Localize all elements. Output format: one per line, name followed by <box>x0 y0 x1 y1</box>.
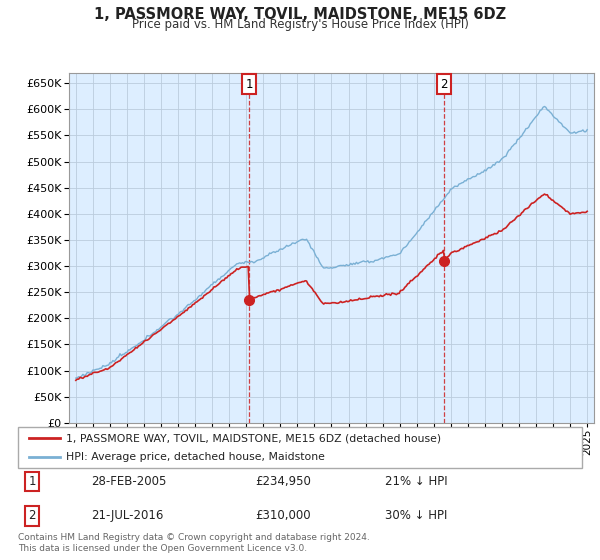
Text: 2: 2 <box>440 78 448 91</box>
Text: 28-FEB-2005: 28-FEB-2005 <box>91 475 167 488</box>
Text: 21% ↓ HPI: 21% ↓ HPI <box>385 475 447 488</box>
Text: Price paid vs. HM Land Registry's House Price Index (HPI): Price paid vs. HM Land Registry's House … <box>131 18 469 31</box>
Text: 21-JUL-2016: 21-JUL-2016 <box>91 510 164 522</box>
Text: 1, PASSMORE WAY, TOVIL, MAIDSTONE, ME15 6DZ (detached house): 1, PASSMORE WAY, TOVIL, MAIDSTONE, ME15 … <box>66 433 441 443</box>
Text: £234,950: £234,950 <box>255 475 311 488</box>
Text: HPI: Average price, detached house, Maidstone: HPI: Average price, detached house, Maid… <box>66 452 325 461</box>
Text: 1, PASSMORE WAY, TOVIL, MAIDSTONE, ME15 6DZ: 1, PASSMORE WAY, TOVIL, MAIDSTONE, ME15 … <box>94 7 506 22</box>
Text: 2: 2 <box>28 510 36 522</box>
FancyBboxPatch shape <box>18 427 582 468</box>
Text: £310,000: £310,000 <box>255 510 311 522</box>
Text: 1: 1 <box>28 475 36 488</box>
Text: 30% ↓ HPI: 30% ↓ HPI <box>385 510 447 522</box>
Text: 1: 1 <box>245 78 253 91</box>
Text: Contains HM Land Registry data © Crown copyright and database right 2024.
This d: Contains HM Land Registry data © Crown c… <box>18 533 370 553</box>
